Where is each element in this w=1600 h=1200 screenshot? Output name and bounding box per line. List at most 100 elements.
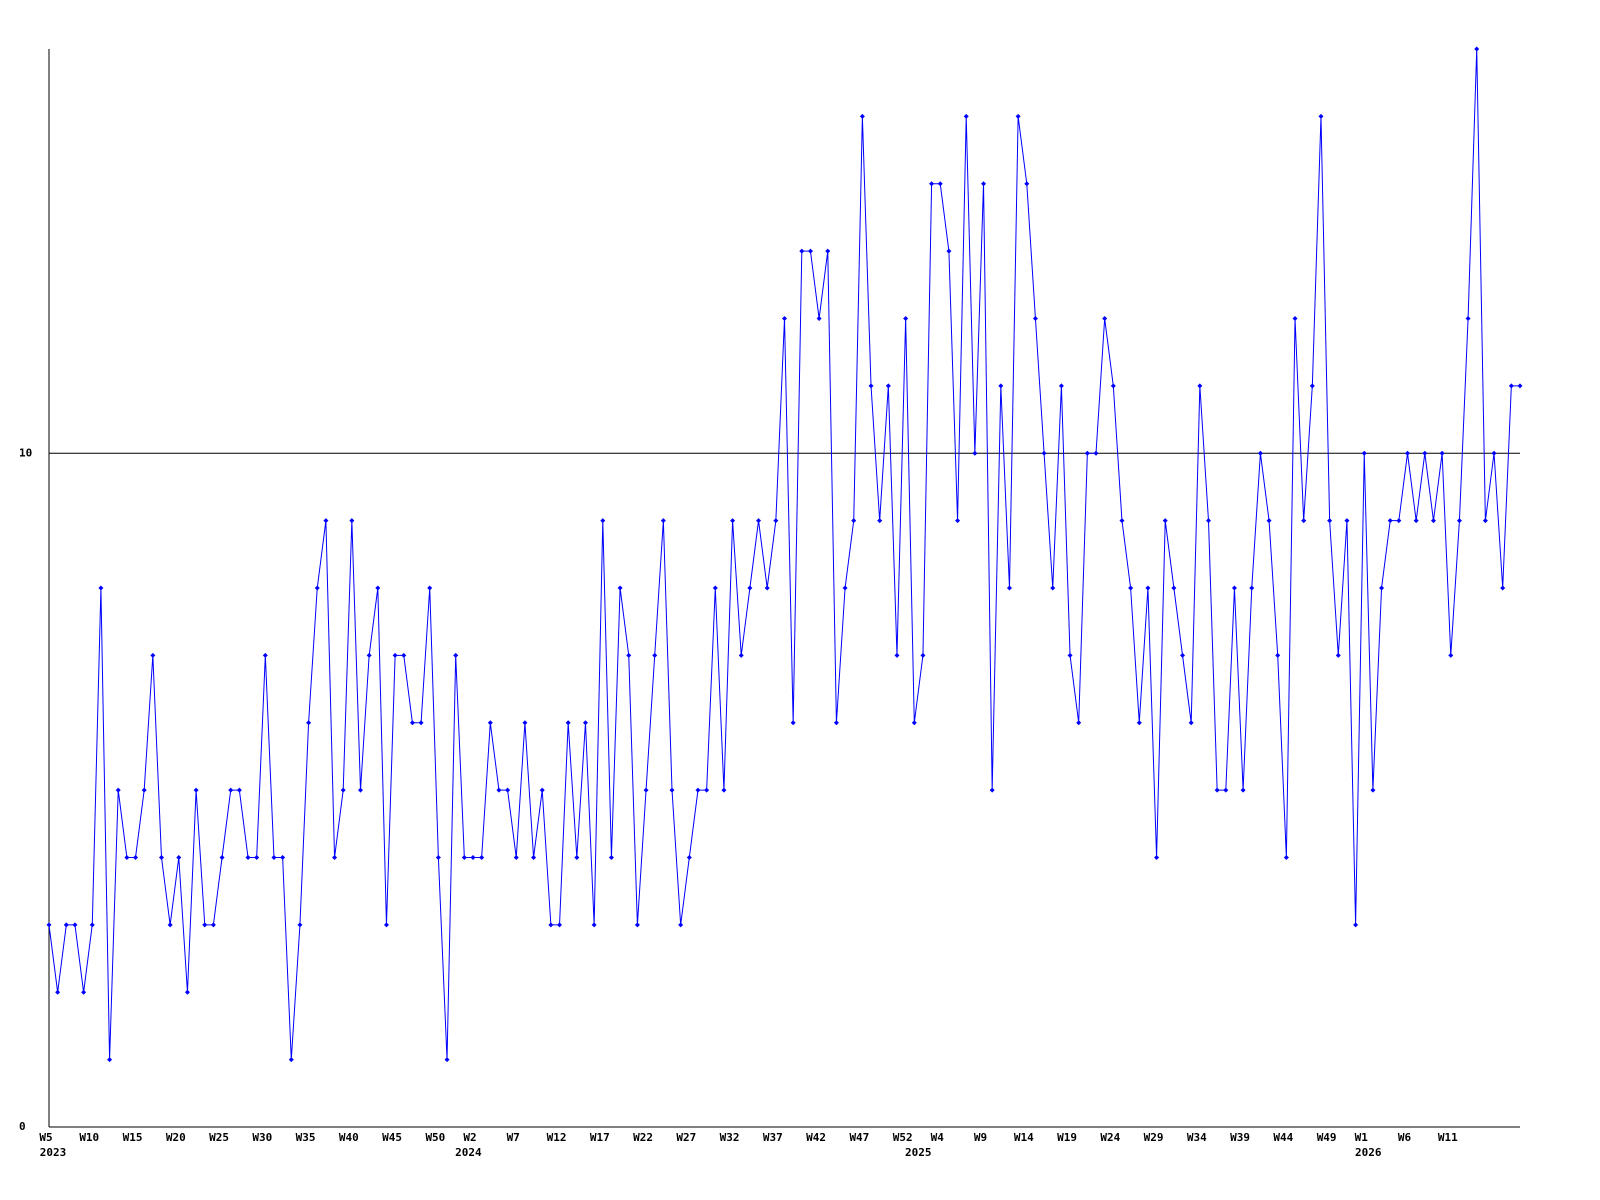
data-point <box>522 720 528 726</box>
data-point <box>1058 383 1064 389</box>
data-point <box>989 787 995 793</box>
x-tick-label: W44 <box>1273 1131 1293 1144</box>
data-point <box>712 585 718 591</box>
data-point <box>435 855 441 860</box>
x-tick-label: W30 <box>252 1131 272 1144</box>
data-point <box>1508 383 1514 389</box>
data-point <box>461 855 467 860</box>
data-point <box>1197 383 1203 389</box>
data-point <box>1517 383 1523 389</box>
data-point <box>1379 585 1385 591</box>
data-point <box>747 585 753 591</box>
x-tick-label: W20 <box>166 1131 186 1144</box>
data-point <box>816 316 822 321</box>
data-point <box>1214 787 1220 793</box>
data-point <box>833 720 839 726</box>
data-point <box>842 585 848 591</box>
data-point <box>1266 518 1272 524</box>
data-point <box>1249 585 1255 591</box>
x-tick-label: W19 <box>1057 1131 1077 1144</box>
data-point <box>1145 585 1151 591</box>
data-point <box>859 113 865 119</box>
data-point <box>1318 113 1324 119</box>
data-point <box>678 922 684 928</box>
data-point <box>1032 316 1038 321</box>
data-point <box>738 652 744 658</box>
data-point <box>730 518 736 524</box>
x-tick-label: W5 <box>39 1131 52 1144</box>
x-tick-label: W1 <box>1355 1131 1369 1144</box>
data-point <box>911 720 917 726</box>
data-point <box>643 787 649 793</box>
data-point <box>634 922 640 928</box>
year-label: 2026 <box>1355 1146 1382 1159</box>
x-tick-label: W29 <box>1144 1131 1164 1144</box>
data-point <box>202 922 208 928</box>
data-point <box>531 855 537 860</box>
data-point <box>1041 450 1047 456</box>
data-point <box>280 855 286 860</box>
data-point <box>1405 450 1411 456</box>
data-point <box>1301 518 1307 524</box>
data-point <box>1361 450 1367 456</box>
data-point <box>807 248 813 254</box>
x-tick-label: W6 <box>1398 1131 1412 1144</box>
data-point <box>894 652 900 658</box>
data-point <box>314 585 320 591</box>
data-point <box>1500 585 1506 591</box>
data-point <box>946 248 952 254</box>
data-point <box>1162 518 1168 524</box>
data-point <box>1171 585 1177 591</box>
data-point <box>72 922 78 928</box>
data-point <box>764 585 770 591</box>
year-label: 2023 <box>40 1146 67 1159</box>
data-point <box>686 855 692 860</box>
data-point <box>972 450 978 456</box>
x-tick-label: W34 <box>1187 1131 1207 1144</box>
data-point <box>608 855 614 860</box>
data-point <box>306 720 312 726</box>
x-tick-label: W47 <box>849 1131 869 1144</box>
data-point <box>868 383 874 389</box>
data-point <box>176 855 182 860</box>
data-point <box>55 989 61 995</box>
data-point <box>332 855 338 860</box>
data-point <box>825 248 831 254</box>
x-tick-label: W27 <box>676 1131 696 1144</box>
data-point <box>505 787 511 793</box>
data-point <box>349 518 355 524</box>
data-point <box>1084 450 1090 456</box>
data-point <box>487 720 493 726</box>
data-point <box>1491 450 1497 456</box>
data-point <box>557 922 563 928</box>
x-tick-label: W12 <box>547 1131 567 1144</box>
x-tick-label: W25 <box>209 1131 229 1144</box>
data-point <box>297 922 303 928</box>
data-point <box>1283 855 1289 860</box>
data-point <box>375 585 381 591</box>
data-point <box>470 855 476 860</box>
data-point <box>1257 450 1263 456</box>
x-tick-label: W52 <box>893 1131 913 1144</box>
data-point <box>89 922 95 928</box>
data-point <box>565 720 571 726</box>
data-point <box>773 518 779 524</box>
data-point <box>1370 787 1376 793</box>
data-point <box>1456 518 1462 524</box>
data-point <box>1024 181 1030 187</box>
data-point <box>955 518 961 524</box>
year-label: 2025 <box>905 1146 932 1159</box>
x-tick-label: W10 <box>79 1131 99 1144</box>
data-point <box>1387 518 1393 524</box>
data-point <box>1015 113 1021 119</box>
data-point <box>937 181 943 187</box>
data-point <box>903 316 909 321</box>
data-point <box>591 922 597 928</box>
data-point <box>358 787 364 793</box>
data-point <box>1050 585 1056 591</box>
data-point <box>219 855 225 860</box>
data-point <box>288 1057 294 1063</box>
data-point <box>1422 450 1428 456</box>
data-point <box>245 855 251 860</box>
